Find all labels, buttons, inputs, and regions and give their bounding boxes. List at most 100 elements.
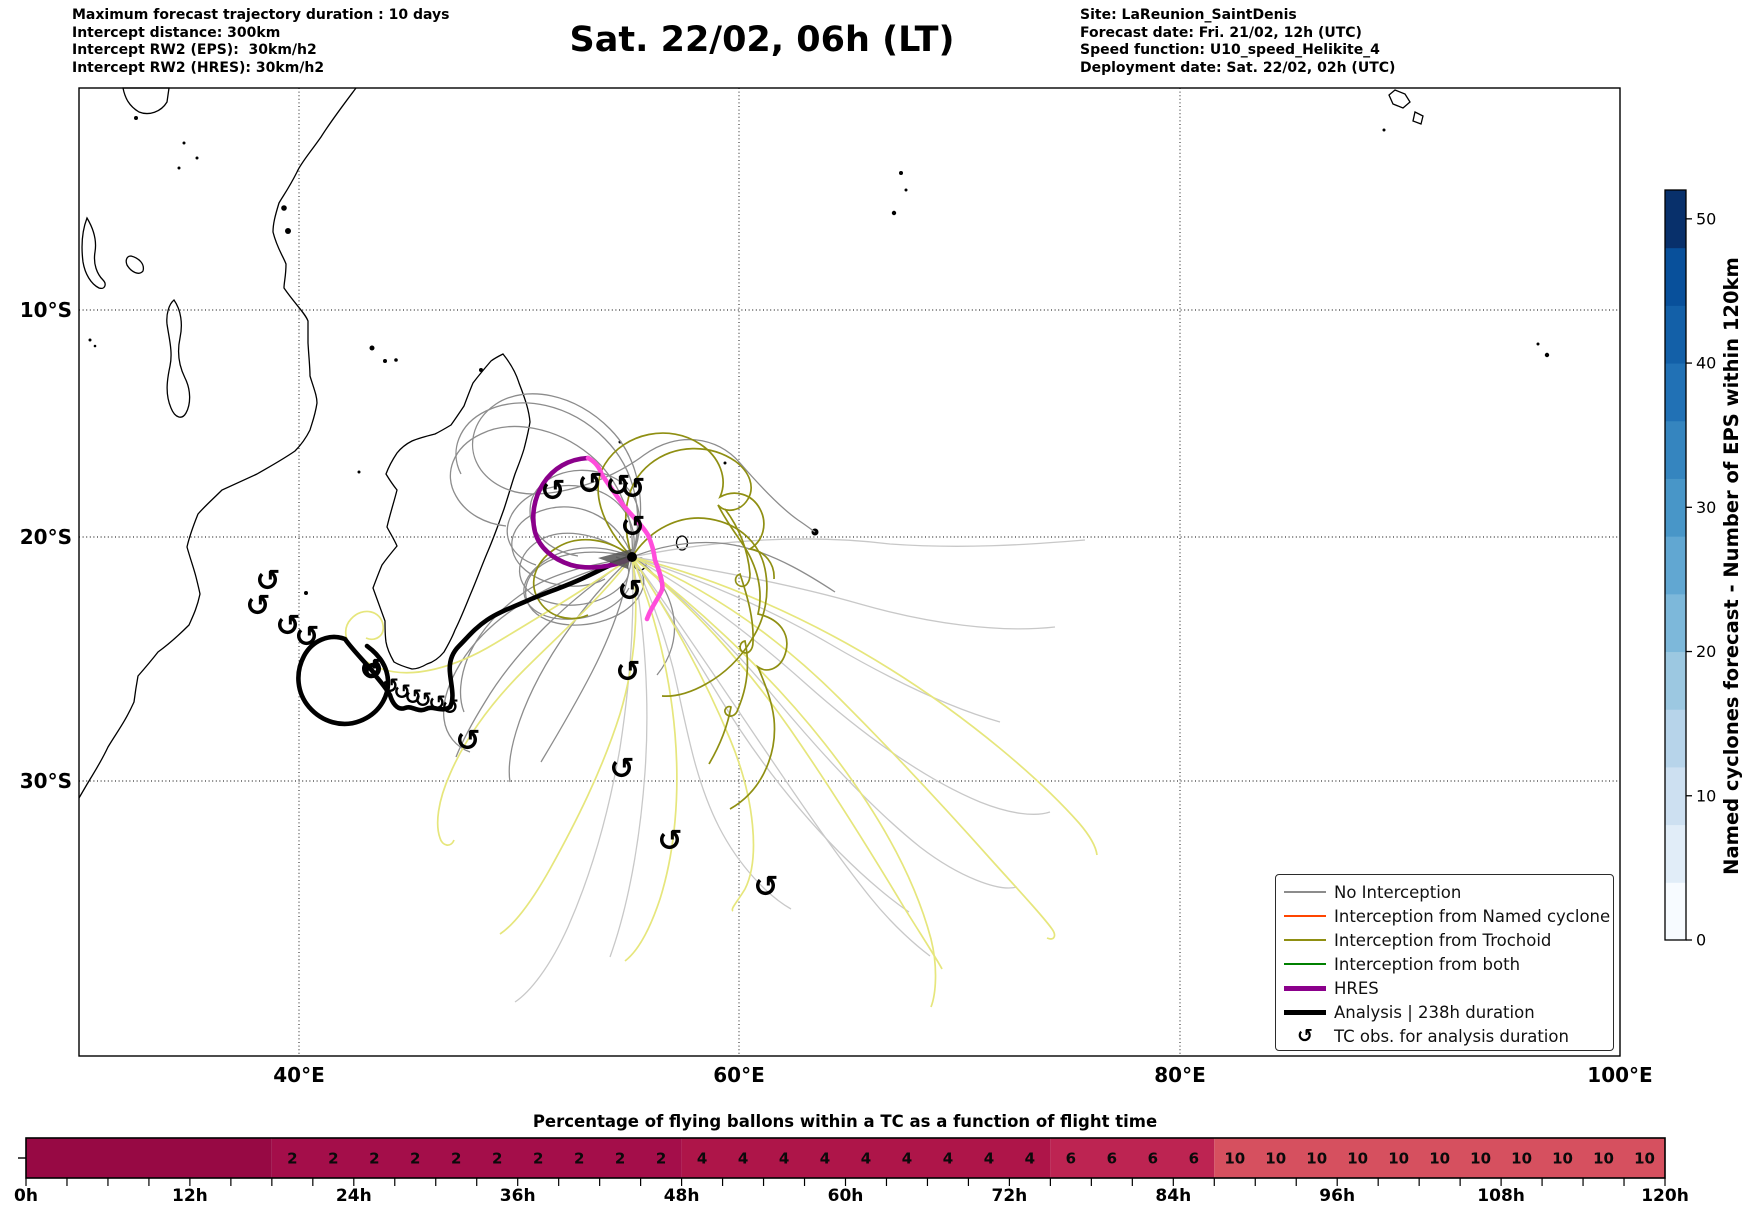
legend-item-hres: HRES — [1276, 976, 1613, 1000]
legend-item-analysis: Analysis | 238h duration — [1276, 1000, 1613, 1024]
colorbar-segment — [1665, 651, 1686, 710]
trajectory-no-interception — [471, 393, 816, 558]
flight-time-bar-segment — [1050, 1138, 1215, 1178]
legend-label: Interception from Trochoid — [1334, 930, 1552, 950]
tc-obs-icon: ↺ — [753, 870, 778, 905]
bar-value-label: 6 — [1189, 1150, 1199, 1168]
tc-obs-icon: ↺ — [245, 589, 270, 624]
bar-value-label: 10 — [1634, 1150, 1655, 1168]
island-dot — [357, 470, 361, 474]
legend-item-no-interception: No Interception — [1276, 880, 1613, 904]
island-dot — [394, 358, 398, 362]
trajectory-no-interception — [442, 556, 633, 753]
time-axis-label: 84h — [1155, 1186, 1192, 1206]
trajectory-yellow — [631, 556, 943, 970]
island-dot — [723, 461, 727, 465]
legend-label: HRES — [1334, 978, 1379, 998]
island-dot — [899, 171, 903, 175]
time-axis-label: 60h — [827, 1186, 864, 1206]
intercept-rw2-hres-line: Intercept RW2 (HRES): 30km/h2 — [72, 59, 325, 76]
bar-value-label: 10 — [1511, 1150, 1532, 1168]
trajectory-yellow — [436, 556, 633, 846]
bar-value-label: 4 — [861, 1150, 871, 1168]
trajectory-no-interception-light — [609, 556, 648, 958]
hres-track — [530, 455, 633, 570]
tc-obs-icon: ↺ — [393, 680, 411, 704]
trajectory-no-interception-light — [631, 556, 1001, 723]
trajectory-yellow — [631, 556, 755, 912]
trajectory-no-interception-light — [631, 556, 931, 957]
legend-item-both: Interception from both — [1276, 952, 1613, 976]
analysis-track — [296, 554, 635, 727]
tc-obs-icon: ↺ — [540, 474, 565, 509]
tc-obs-icon: ↺ — [657, 824, 682, 859]
tc-obs-icon: ↺ — [617, 574, 642, 609]
legend-item-trochoid: Interception from Trochoid — [1276, 928, 1613, 952]
island-dot — [88, 338, 92, 342]
tc-obs-icon: ↺ — [255, 564, 280, 599]
colorbar-segment — [1665, 247, 1686, 306]
island-dot — [177, 166, 181, 170]
island-dot — [891, 210, 897, 216]
trajectory-no-interception-light — [631, 556, 1056, 630]
bar-value-label: 2 — [369, 1150, 379, 1168]
site-info-block: Site: LaReunion_SaintDenis Forecast date:… — [1080, 7, 1395, 77]
trajectory-no-interception — [631, 541, 836, 593]
x-axis-tick-label: 80°E — [1154, 1063, 1206, 1087]
site-line: Site: LaReunion_SaintDenis — [1080, 7, 1297, 23]
no-interception-line-icon — [1276, 891, 1334, 893]
bar-value-label: 10 — [1224, 1150, 1245, 1168]
tc-obs-icon: ↺ — [381, 674, 399, 698]
bar-value-label: 6 — [1107, 1150, 1117, 1168]
time-axis-label: 72h — [991, 1186, 1028, 1206]
trajectory-yellow — [499, 556, 637, 935]
trajectory-trochoid — [533, 538, 633, 620]
trajectory-no-interception — [511, 506, 633, 587]
bar-value-label: 10 — [1429, 1150, 1450, 1168]
time-axis-label: 96h — [1319, 1186, 1356, 1206]
both-line-icon — [1276, 963, 1334, 965]
legend-label: No Interception — [1334, 882, 1462, 902]
cyclone-obs-icon: ↺ — [1297, 1024, 1313, 1047]
legend-item-named-cyclone: Interception from Named cyclone — [1276, 904, 1613, 928]
trajectory-no-interception — [529, 469, 641, 558]
time-axis-label: 48h — [663, 1186, 700, 1206]
time-axis-label: 108h — [1477, 1186, 1525, 1206]
trajectory-no-interception — [459, 556, 633, 713]
trajectory-trochoid — [624, 447, 788, 810]
island-dot — [195, 156, 199, 160]
bar-value-label: 4 — [984, 1150, 994, 1168]
bar-value-label: 4 — [1025, 1150, 1035, 1168]
bar-value-label: 10 — [1470, 1150, 1491, 1168]
tc-obs-icon: ↺ — [294, 620, 319, 655]
bar-value-label: 10 — [1593, 1150, 1614, 1168]
bar-value-label: 2 — [287, 1150, 297, 1168]
tc-obs-icon: ↺ — [414, 688, 432, 712]
colorbar-segment — [1665, 190, 1686, 249]
tc-obs-icon: ↺ — [359, 653, 384, 688]
bar-value-label: 2 — [451, 1150, 461, 1168]
legend-label: Analysis | 238h duration — [1334, 1002, 1535, 1022]
colorbar-tick-label: 30 — [1696, 498, 1716, 517]
bar-value-label: 4 — [738, 1150, 748, 1168]
bar-value-label: 10 — [1388, 1150, 1409, 1168]
bar-value-label: 2 — [533, 1150, 543, 1168]
island-dot — [1536, 342, 1540, 346]
bar-value-label: 4 — [779, 1150, 789, 1168]
intercept-distance-line: Intercept distance: 300km — [72, 24, 281, 41]
speed-function-line: Speed function: U10_speed_Helikite_4 — [1080, 42, 1380, 58]
current-position-marker — [627, 552, 637, 562]
flight-time-bar-segment — [681, 1138, 1051, 1178]
time-axis-label: 0h — [14, 1186, 38, 1206]
island-dot — [383, 359, 387, 363]
bar-value-label: 10 — [1306, 1150, 1327, 1168]
colorbar-tick-label: 40 — [1696, 354, 1716, 373]
trajectory-knot — [598, 549, 632, 569]
island-dot — [182, 141, 186, 145]
island-dot — [1382, 128, 1386, 132]
bottom-bar-title: Percentage of flying ballons within a TC… — [532, 1112, 1158, 1131]
tc-obs-icon: ↺ — [620, 472, 645, 507]
trajectory-yellow — [631, 556, 1098, 856]
